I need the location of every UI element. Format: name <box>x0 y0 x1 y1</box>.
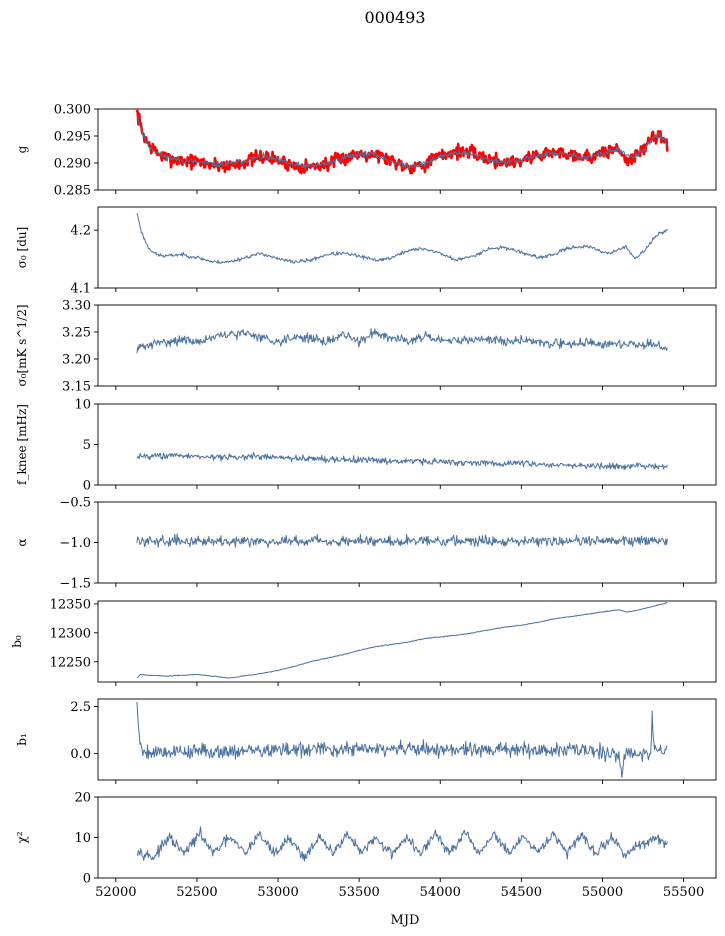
series-line-1 <box>136 701 668 778</box>
y-axis-label: χ² <box>15 831 29 843</box>
series-line-2 <box>136 114 668 170</box>
x-tick-label: 55500 <box>663 885 704 900</box>
axes-frame <box>97 403 717 486</box>
y-tick-label: 12350 <box>50 597 91 612</box>
y-axis-label: g <box>15 145 29 153</box>
series-group <box>135 109 669 175</box>
series-group <box>136 213 668 264</box>
figure-title: 000493 <box>364 8 425 27</box>
y-tick-label: 5 <box>83 438 91 453</box>
y-tick-label: 10 <box>74 398 91 413</box>
y-tick-label: 20 <box>74 791 91 806</box>
y-tick-label: 0.285 <box>54 184 91 199</box>
x-tick-label: 54500 <box>501 885 542 900</box>
subplot-5: −1.5 −1.0 −0.5 α <box>15 496 717 592</box>
subplot-1: 0.285 0.290 0.295 0.300 g <box>15 103 717 199</box>
y-tick-label: 0.290 <box>54 157 91 172</box>
series-group <box>136 701 668 778</box>
series-line-1 <box>136 602 668 679</box>
series-line-1 <box>136 533 668 549</box>
series-line-1 <box>136 826 668 862</box>
y-tick-label: 0.295 <box>54 130 91 145</box>
y-tick-label: 0 <box>83 872 91 887</box>
y-tick-label: 0.300 <box>54 103 91 118</box>
axes-frame <box>97 600 717 683</box>
series-group <box>136 826 668 862</box>
y-axis-label: f_knee [mHz] <box>15 404 29 485</box>
x-tick-label: 53500 <box>338 885 379 900</box>
series-line-1 <box>136 213 668 264</box>
y-tick-label: 0 <box>83 479 91 494</box>
series-group <box>136 452 668 471</box>
subplot-4: 0 5 10 f_knee [mHz] <box>15 398 717 494</box>
y-axis-label: σ₀ [du] <box>15 227 29 269</box>
x-tick-label: 55000 <box>582 885 623 900</box>
y-axis-label: σ₀[mK s^1/2] <box>15 304 29 386</box>
subplot-7: 0.0 2.5 b₁ <box>15 698 717 784</box>
y-tick-label: 3.25 <box>62 326 91 341</box>
x-tick-label: 54000 <box>420 885 461 900</box>
y-tick-label: 12300 <box>50 626 91 641</box>
subplot-3: 3.15 3.20 3.25 3.30 σ₀[mK s^1/2] <box>15 299 717 395</box>
axes-frame <box>97 108 717 191</box>
y-axis-label: b₁ <box>15 733 29 746</box>
axes-frame <box>97 698 717 781</box>
subplot-8: 0 10 20 52000 52500 53000 53500 54000 54500 55000… <box>15 791 717 900</box>
y-tick-label: 4.1 <box>70 282 91 297</box>
series-group <box>136 533 668 549</box>
subplot-2: 4.1 4.2 σ₀ [du] <box>15 206 717 297</box>
series-line-1 <box>136 452 668 471</box>
y-axis-label: b₀ <box>10 635 24 648</box>
y-tick-label: 2.5 <box>70 700 91 715</box>
series-group <box>136 328 668 354</box>
y-tick-label: 12250 <box>50 655 91 670</box>
y-tick-label: −1.0 <box>59 536 91 551</box>
axes-frame <box>97 206 717 289</box>
x-tick-label: 52000 <box>95 885 136 900</box>
y-tick-label: 3.15 <box>62 380 91 395</box>
x-tick-label: 53000 <box>257 885 298 900</box>
y-tick-label: 0.0 <box>70 747 91 762</box>
x-axis-label: MJD <box>391 913 420 928</box>
y-tick-label: 3.20 <box>62 353 91 368</box>
x-tick-label: 52500 <box>176 885 217 900</box>
y-tick-label: 4.2 <box>70 224 91 239</box>
y-tick-label: −0.5 <box>59 496 91 511</box>
y-tick-label: 10 <box>74 831 91 846</box>
subplot-6: 12250 12300 12350 b₀ <box>10 597 717 686</box>
axes-frame <box>97 304 717 387</box>
series-group <box>136 602 668 679</box>
y-tick-label: 3.30 <box>62 299 91 314</box>
y-axis-label: α <box>15 538 29 546</box>
series-line-1 <box>136 328 668 354</box>
y-tick-label: −1.5 <box>59 577 91 592</box>
